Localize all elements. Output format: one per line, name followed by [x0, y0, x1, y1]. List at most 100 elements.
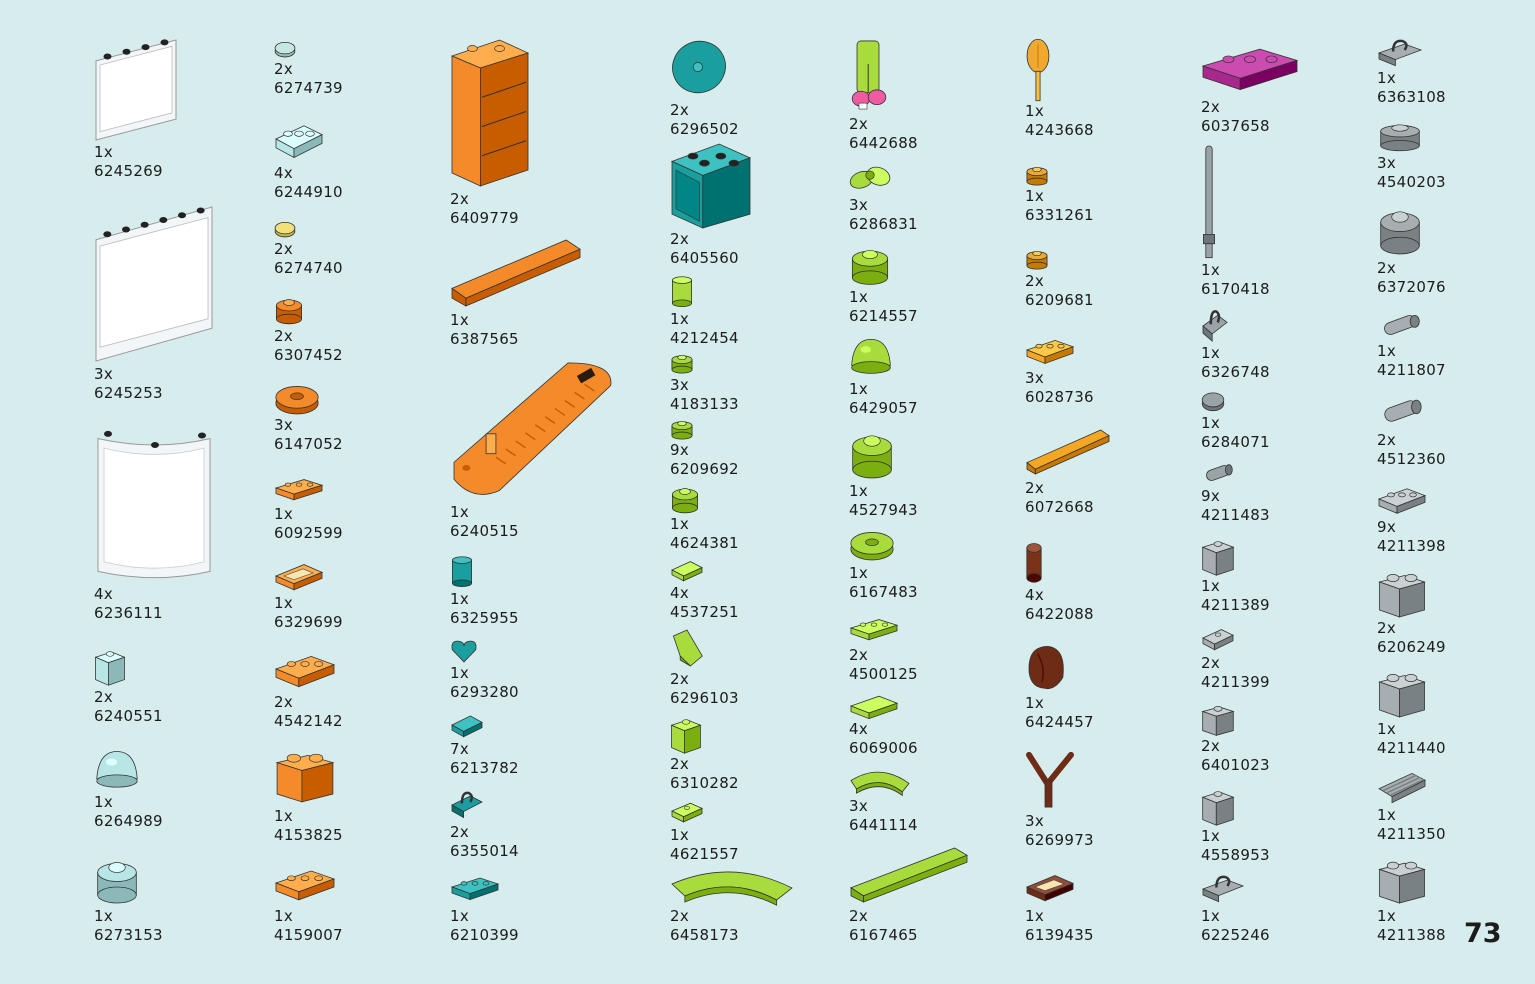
part-pin-icon	[1377, 394, 1425, 428]
part-quantity: 2x	[1025, 272, 1045, 290]
part-shelf-icon	[450, 38, 530, 188]
part-number: 4512360	[1377, 450, 1446, 468]
part-bar-icon	[1201, 144, 1217, 260]
part-quantity: 2x	[670, 755, 690, 773]
part-label: 2x 6372076	[1377, 259, 1446, 297]
part-clip-icon	[1201, 874, 1245, 904]
part-disc-icon	[849, 528, 895, 562]
part-label: 2x 6355014	[450, 823, 519, 861]
part-quantity: 2x	[1201, 98, 1221, 116]
part-quantity: 3x	[94, 365, 114, 383]
part-label: 1x 6167483	[849, 564, 918, 602]
part-number: 4500125	[849, 665, 918, 683]
part-label: 2x 6072668	[1025, 479, 1094, 517]
part-quantity: 1x	[849, 288, 869, 306]
part-quantity: 3x	[1025, 369, 1045, 387]
part-quantity: 1x	[450, 311, 470, 329]
part-number: 6401023	[1201, 756, 1270, 774]
part-quantity: 2x	[849, 115, 869, 133]
part-clip-icon	[450, 790, 484, 820]
part-number: 4540203	[1377, 173, 1446, 191]
part-number: 6209681	[1025, 291, 1094, 309]
part-quantity: 2x	[1377, 259, 1397, 277]
part-label: 1x 6387565	[450, 311, 519, 349]
part-number: 4621557	[670, 845, 739, 863]
part-number: 6264989	[94, 812, 163, 830]
part-clip-icon	[1377, 38, 1423, 68]
part-label: 4x 6236111	[94, 585, 163, 623]
part-number: 6363108	[1377, 88, 1446, 106]
part-number: 6072668	[1025, 498, 1094, 516]
part-label: 2x 6296103	[670, 670, 739, 708]
part-brick-icon	[1377, 668, 1427, 718]
part-number: 6240515	[450, 522, 519, 540]
part-number: 6170418	[1201, 280, 1270, 298]
part-label: 2x 4512360	[1377, 431, 1446, 469]
part-round-icon	[1377, 120, 1423, 152]
part-quantity: 2x	[1377, 431, 1397, 449]
part-label: 1x 6424457	[1025, 694, 1094, 732]
part-plate-icon	[1377, 482, 1427, 516]
part-number: 4211807	[1377, 361, 1446, 379]
part-quantity: 4x	[1025, 586, 1045, 604]
part-quantity: 2x	[670, 907, 690, 925]
part-label: 2x 6206249	[1377, 619, 1446, 657]
part-plate-icon	[1201, 624, 1235, 652]
part-quantity: 3x	[1025, 812, 1045, 830]
part-pin-icon	[1377, 310, 1423, 340]
part-brick-icon	[1377, 568, 1427, 618]
part-quantity: 4x	[274, 164, 294, 182]
part-label: 1x 4211388	[1377, 907, 1446, 945]
part-quantity: 1x	[450, 907, 470, 925]
part-number: 6209692	[670, 460, 739, 478]
part-plate-icon	[849, 614, 899, 642]
part-quantity: 3x	[274, 416, 294, 434]
part-label: 1x 4527943	[849, 482, 918, 520]
part-quantity: 9x	[670, 441, 690, 459]
part-number: 6296502	[670, 120, 739, 138]
part-arc-icon	[849, 768, 911, 797]
part-quantity: 2x	[670, 670, 690, 688]
part-round-icon	[274, 295, 304, 325]
part-quantity: 1x	[849, 482, 869, 500]
part-quantity: 2x	[1377, 619, 1397, 637]
part-number: 6206249	[1377, 638, 1446, 656]
part-tile_print-icon	[1025, 872, 1075, 902]
part-label: 2x 4500125	[849, 646, 918, 684]
part-number: 4211398	[1377, 537, 1446, 555]
part-quantity: 2x	[670, 230, 690, 248]
part-quantity: 1x	[849, 564, 869, 582]
part-cylinder-icon	[450, 554, 474, 588]
part-label: 1x 6326748	[1201, 344, 1270, 382]
part-brick-icon	[1201, 786, 1235, 826]
part-quantity: 3x	[670, 376, 690, 394]
part-number: 4211388	[1377, 926, 1446, 944]
part-label: 1x 4211350	[1377, 806, 1446, 844]
part-label: 4x 6244910	[274, 164, 343, 202]
part-plate-icon	[274, 863, 336, 903]
part-number: 6331261	[1025, 206, 1094, 224]
part-label: 3x 6028736	[1025, 369, 1094, 407]
part-label: 2x 6442688	[849, 115, 918, 153]
part-number: 4537251	[670, 603, 739, 621]
part-plate-icon	[274, 474, 324, 502]
part-round-icon	[1025, 248, 1049, 270]
part-number: 6286831	[849, 215, 918, 233]
part-cabinet-icon	[670, 142, 752, 230]
part-label: 9x 4211483	[1201, 487, 1270, 525]
part-number: 6210399	[450, 926, 519, 944]
part-curvedpanel-icon	[94, 426, 216, 584]
part-quantity: 1x	[1377, 907, 1397, 925]
part-tile-icon	[849, 692, 899, 720]
part-number: 6167465	[849, 926, 918, 944]
part-quantity: 4x	[670, 584, 690, 602]
part-number: 4243668	[1025, 121, 1094, 139]
part-number: 6213782	[450, 759, 519, 777]
part-number: 6441114	[849, 816, 918, 834]
part-quantity: 2x	[274, 693, 294, 711]
part-number: 4159007	[274, 926, 343, 944]
part-disc-icon	[274, 382, 320, 416]
part-label: 2x 6409779	[450, 190, 519, 228]
part-quantity: 1x	[450, 503, 470, 521]
part-quantity: 1x	[1025, 187, 1045, 205]
